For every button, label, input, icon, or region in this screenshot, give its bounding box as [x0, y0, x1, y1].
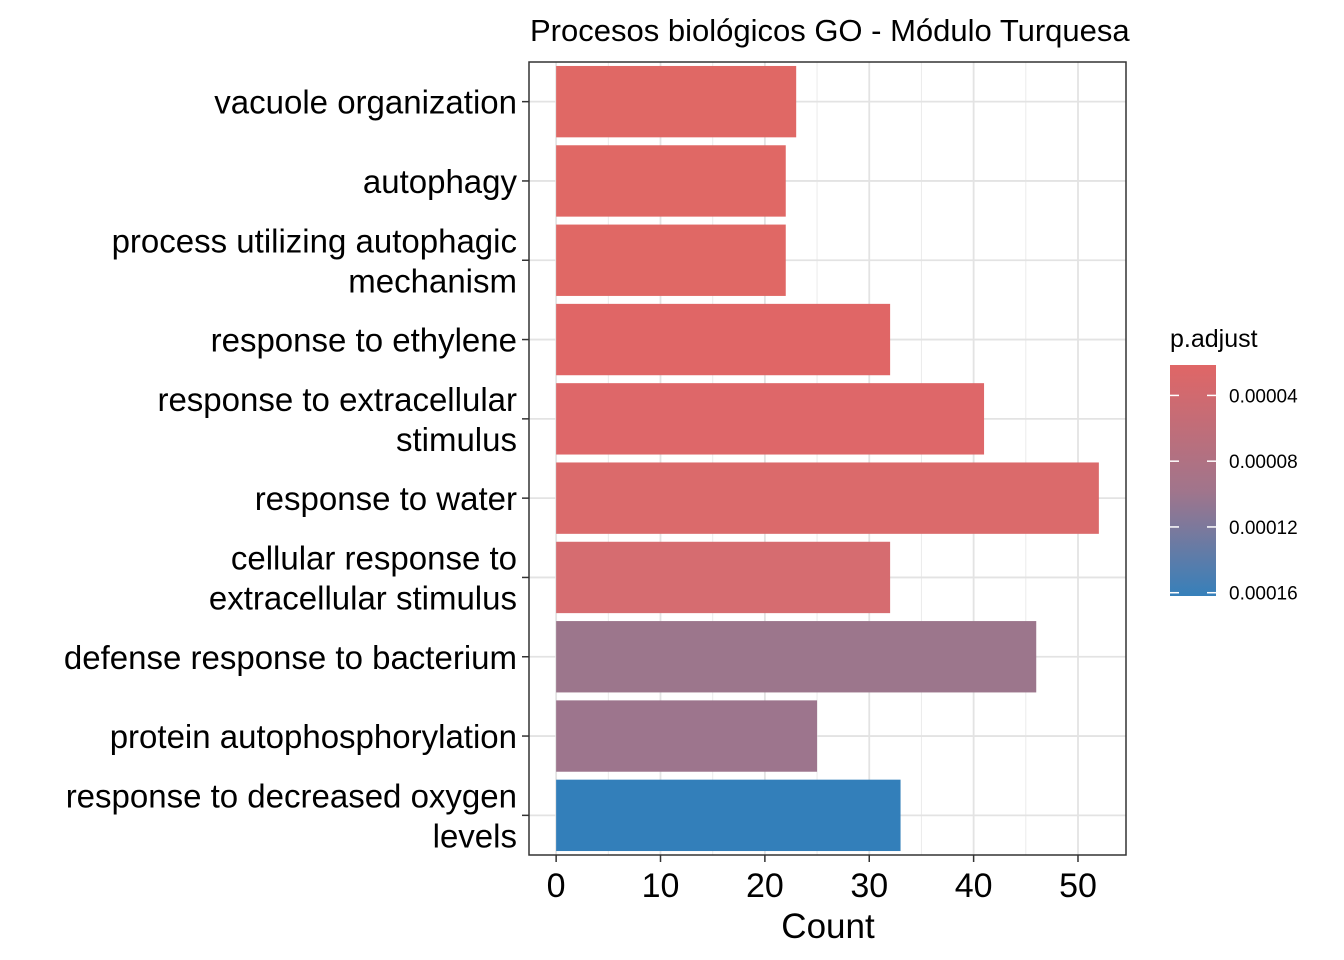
category-label: response to extracellular — [157, 381, 517, 418]
x-tick-label: 30 — [850, 867, 888, 905]
x-axis: 0 10 20 30 40 50 — [547, 855, 1097, 905]
x-tick-label: 20 — [746, 867, 784, 905]
category-label: extracellular stimulus — [209, 579, 517, 616]
chart-title: Procesos biológicos GO - Módulo Turquesa — [530, 13, 1130, 48]
legend: p.adjust 0.00004 0.00008 0.00012 0.00016 — [1170, 325, 1298, 605]
x-tick-label: 0 — [547, 867, 566, 905]
legend-ticks: 0.00004 0.00008 0.00012 0.00016 — [1170, 386, 1298, 605]
category-label: response to water — [255, 480, 517, 517]
category-label: stimulus — [396, 421, 517, 458]
category-label: defense response to bacterium — [64, 639, 517, 676]
bar — [556, 700, 818, 772]
category-label: response to ethylene — [211, 322, 517, 359]
x-tick-label: 50 — [1059, 867, 1097, 905]
bars — [556, 65, 1099, 852]
x-axis-title: Count — [781, 907, 875, 946]
legend-tick-label: 0.00012 — [1229, 518, 1298, 539]
bar — [556, 65, 797, 138]
category-label: autophagy — [363, 163, 518, 200]
x-tick-label: 40 — [955, 867, 993, 905]
category-label: mechanism — [348, 262, 517, 299]
bar — [556, 224, 786, 296]
bar — [556, 145, 786, 217]
category-label: cellular response to — [231, 539, 517, 576]
category-label: response to decreased oxygen — [66, 777, 517, 814]
bar — [556, 621, 1037, 693]
bar — [556, 303, 891, 376]
category-label: vacuole organization — [214, 84, 517, 121]
category-label: levels — [433, 817, 517, 854]
bar — [556, 779, 901, 852]
bar — [556, 462, 1099, 534]
plot-border — [528, 61, 1127, 856]
x-tick-label: 10 — [642, 867, 680, 905]
bar — [556, 541, 891, 614]
legend-tick-label: 0.00016 — [1229, 584, 1298, 605]
legend-tick-label: 0.00008 — [1229, 452, 1298, 473]
category-label: protein autophosphorylation — [110, 718, 517, 755]
legend-tick-label: 0.00004 — [1229, 386, 1298, 407]
legend-title: p.adjust — [1170, 325, 1258, 353]
bar — [556, 383, 985, 455]
category-label: process utilizing autophagic — [112, 222, 517, 259]
y-axis: vacuole organization autophagy process uti… — [64, 84, 529, 854]
legend-colorbar — [1170, 365, 1216, 596]
